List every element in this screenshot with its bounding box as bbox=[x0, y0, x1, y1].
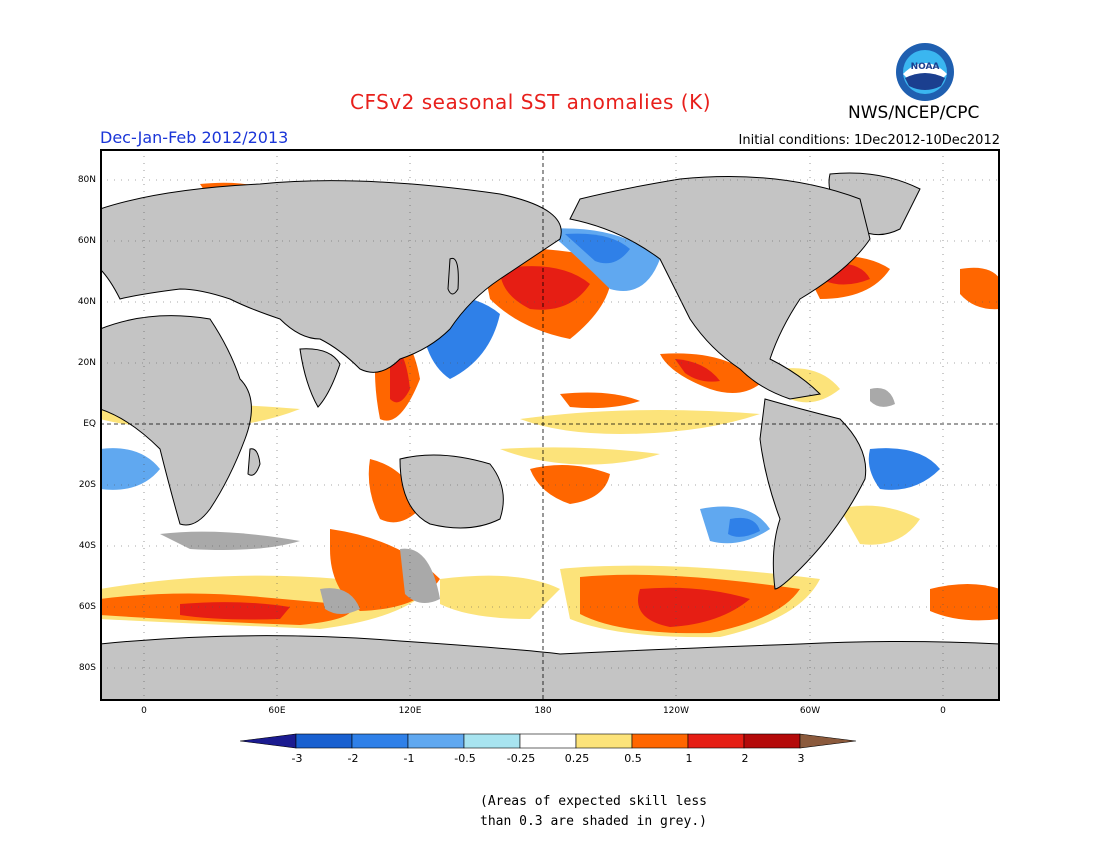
colorbar-label: -0.5 bbox=[454, 752, 476, 765]
lat-label: 40S bbox=[78, 541, 96, 551]
lat-label: 40N bbox=[77, 297, 96, 307]
lat-label: 60S bbox=[78, 602, 96, 612]
lon-label: 0 bbox=[940, 706, 946, 716]
lon-label: 120E bbox=[398, 706, 422, 716]
season-label: Dec-Jan-Feb 2012/2013 bbox=[100, 128, 289, 147]
colorbar-label: -0.25 bbox=[506, 752, 536, 765]
lon-label: 0 bbox=[141, 706, 147, 716]
colorbar-label: -2 bbox=[347, 752, 359, 765]
colorbar-segment bbox=[463, 733, 521, 749]
reference-lines bbox=[100, 149, 1000, 701]
colorbar-segment bbox=[687, 733, 745, 749]
colorbar-label: -3 bbox=[291, 752, 303, 765]
skill-note-line: (Areas of expected skill less bbox=[480, 794, 707, 809]
colorbar-label: -1 bbox=[403, 752, 415, 765]
lat-label: EQ bbox=[83, 419, 96, 429]
colorbar bbox=[240, 733, 857, 749]
lat-label: 20N bbox=[77, 358, 96, 368]
colorbar-segment bbox=[743, 733, 801, 749]
colorbar-segment bbox=[351, 733, 409, 749]
lat-label: 80N bbox=[77, 175, 96, 185]
chart-title: CFSv2 seasonal SST anomalies (K) bbox=[350, 90, 711, 114]
lon-label: 180 bbox=[534, 706, 552, 716]
colorbar-label: 0.5 bbox=[624, 752, 642, 765]
colorbar-segment bbox=[631, 733, 689, 749]
colorbar-label: 1 bbox=[685, 752, 693, 765]
sst-anomaly-map bbox=[100, 149, 1000, 701]
land-masses bbox=[100, 172, 1000, 701]
lon-label: 60W bbox=[799, 706, 821, 716]
colorbar-segment bbox=[240, 733, 297, 749]
colorbar-segment bbox=[519, 733, 577, 749]
skill-note-line: than 0.3 are shaded in grey.) bbox=[480, 814, 707, 829]
colorbar-label: 2 bbox=[741, 752, 749, 765]
lat-label: 20S bbox=[78, 480, 96, 490]
lon-label: 120W bbox=[662, 706, 690, 716]
skill-note: (Areas of expected skill less than 0.3 a… bbox=[480, 792, 707, 832]
svg-text:NOAA: NOAA bbox=[911, 62, 940, 72]
grid-lines bbox=[100, 149, 1000, 701]
lon-label: 60E bbox=[268, 706, 286, 716]
lat-label: 60N bbox=[77, 236, 96, 246]
colorbar-segment bbox=[295, 733, 353, 749]
noaa-logo: NOAA bbox=[896, 43, 954, 101]
colorbar-segment bbox=[799, 733, 857, 749]
map-frame bbox=[100, 149, 1000, 701]
initial-conditions-label: Initial conditions: 1Dec2012-10Dec2012 bbox=[738, 133, 1000, 148]
agency-label: NWS/NCEP/CPC bbox=[848, 103, 980, 123]
colorbar-label: 0.25 bbox=[564, 752, 590, 765]
colorbar-label: 3 bbox=[797, 752, 805, 765]
colorbar-segment bbox=[575, 733, 633, 749]
lat-label: 80S bbox=[78, 663, 96, 673]
colorbar-segment bbox=[407, 733, 465, 749]
